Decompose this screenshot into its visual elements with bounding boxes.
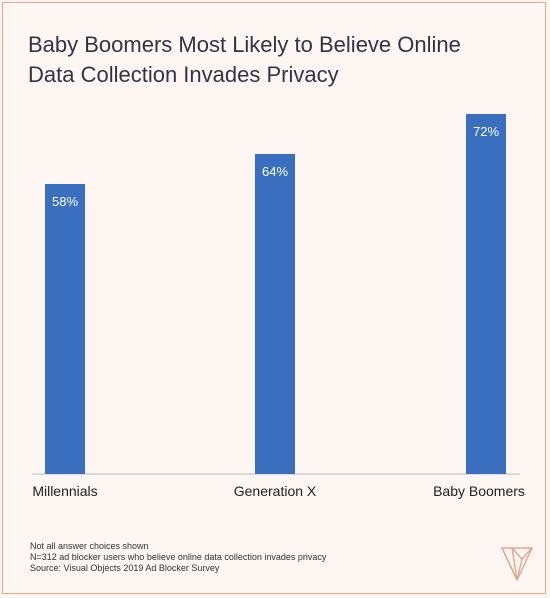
category-label: Generation X: [234, 483, 317, 499]
category-label: Millennials: [32, 483, 97, 499]
chart-title: Baby Boomers Most Likely to Believe Onli…: [28, 32, 461, 87]
bar-value-label: 64%: [262, 164, 288, 179]
bar-value-label: 72%: [473, 124, 499, 139]
bar-baby-boomers: [466, 114, 506, 474]
footnote-source: Source: Visual Objects 2019 Ad Blocker S…: [30, 563, 220, 573]
bar-millennials: [45, 184, 85, 474]
bar-value-label: 58%: [52, 194, 78, 209]
footnote-sample-size: N=312 ad blocker users who believe onlin…: [30, 552, 327, 562]
footnote-answer-choices: Not all answer choices shown: [30, 541, 149, 551]
visual-objects-logo-icon: [501, 547, 533, 581]
footnotes: Not all answer choices shown N=312 ad bl…: [30, 541, 326, 574]
bar-generation-x: [255, 154, 295, 474]
category-label: Baby Boomers: [433, 483, 525, 499]
